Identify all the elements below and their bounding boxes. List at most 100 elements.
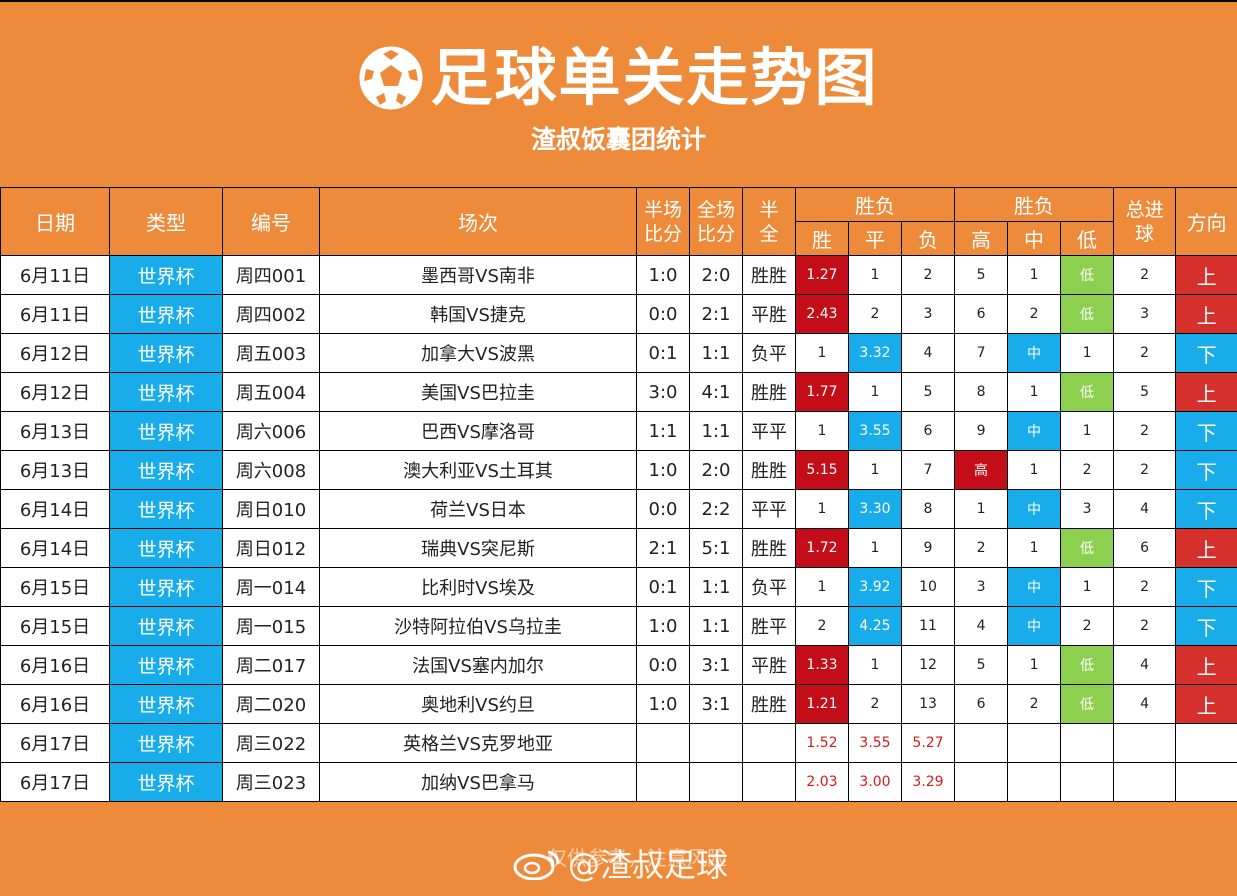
direction-cell: 下 xyxy=(1175,567,1237,607)
header-row-1: 日期 类型 编号 场次 半场比分 全场比分 半全 胜负 胜负 总进球 方向 xyxy=(0,187,1237,256)
type-cell: 世界杯 xyxy=(109,606,223,646)
table-row: 6月17日 世界杯 周三023 加纳VS巴拿马 2.03 3.00 3.29 xyxy=(0,762,1237,802)
odds-draw-cell: 3.92 xyxy=(848,567,902,607)
half-full-cell: 胜胜 xyxy=(742,255,796,295)
match-cell: 英格兰VS克罗地亚 xyxy=(319,723,637,763)
code-cell: 周三023 xyxy=(222,762,320,802)
half-full-cell: 胜平 xyxy=(742,606,796,646)
level-low-cell xyxy=(1060,723,1115,763)
odds-lose-cell: 3.29 xyxy=(900,762,956,802)
full-score-cell: 3:1 xyxy=(689,684,743,724)
date-cell: 6月11日 xyxy=(0,255,110,295)
total-goals-cell: 4 xyxy=(1113,645,1177,685)
col-date-header: 日期 xyxy=(0,187,110,256)
table-row: 6月12日 世界杯 周五004 美国VS巴拉圭 3:0 4:1 胜胜 1.77 1 5 8 1 低 5 上 xyxy=(0,372,1237,412)
full-score-cell: 2:1 xyxy=(689,294,743,334)
odds-draw-cell: 3.30 xyxy=(848,489,902,529)
level-low-cell xyxy=(1060,762,1115,802)
soccer-ball-icon xyxy=(359,46,423,110)
half-score-cell: 1:1 xyxy=(636,411,690,451)
half-full-cell: 平平 xyxy=(742,489,796,529)
total-goals-cell: 4 xyxy=(1113,489,1177,529)
col-odds-group-header: 胜负 xyxy=(794,187,956,222)
direction-cell: 下 xyxy=(1175,606,1237,646)
full-score-cell: 1:1 xyxy=(689,411,743,451)
weibo-icon xyxy=(513,850,560,880)
half-score-cell: 1:0 xyxy=(636,684,690,724)
type-cell: 世界杯 xyxy=(109,645,223,685)
date-cell: 6月13日 xyxy=(0,450,110,490)
half-score-cell: 0:0 xyxy=(636,489,690,529)
half-score-cell xyxy=(636,723,690,763)
code-cell: 周二017 xyxy=(222,645,320,685)
col-half-full-header: 半全 xyxy=(742,187,796,256)
odds-win-cell: 1.33 xyxy=(795,645,849,685)
match-cell: 韩国VS捷克 xyxy=(319,294,637,334)
half-score-cell xyxy=(636,762,690,802)
type-cell: 世界杯 xyxy=(109,723,223,763)
level-low-cell: 1 xyxy=(1060,567,1115,607)
code-cell: 周六008 xyxy=(222,450,320,490)
half-score-cell: 1:0 xyxy=(636,450,690,490)
level-mid-cell: 1 xyxy=(1007,372,1062,412)
level-low-cell: 低 xyxy=(1060,645,1115,685)
odds-win-cell: 1.72 xyxy=(795,528,849,568)
odds-win-cell: 1.27 xyxy=(795,255,849,295)
level-low-cell: 低 xyxy=(1060,528,1115,568)
level-mid-cell: 中 xyxy=(1007,411,1062,451)
level-mid-cell: 1 xyxy=(1007,645,1062,685)
col-direction-header: 方向 xyxy=(1175,187,1237,256)
table-row: 6月11日 世界杯 周四001 墨西哥VS南非 1:0 2:0 胜胜 1.27 1 2 5 1 低 2 上 xyxy=(0,255,1237,295)
full-score-cell: 3:1 xyxy=(689,645,743,685)
type-cell: 世界杯 xyxy=(109,762,223,802)
odds-win-cell: 2.03 xyxy=(795,762,849,802)
level-low-cell: 低 xyxy=(1060,684,1115,724)
table-row: 6月17日 世界杯 周三022 英格兰VS克罗地亚 1.52 3.55 5.27 xyxy=(0,723,1237,763)
code-cell: 周日012 xyxy=(222,528,320,568)
full-score-cell: 1:1 xyxy=(689,606,743,646)
direction-cell: 上 xyxy=(1175,528,1237,568)
full-score-cell: 2:0 xyxy=(689,450,743,490)
odds-win-cell: 1 xyxy=(795,489,849,529)
half-score-cell: 1:0 xyxy=(636,606,690,646)
half-score-cell: 0:0 xyxy=(636,645,690,685)
col-level-high-header: 高 xyxy=(954,221,1009,256)
level-high-cell: 8 xyxy=(954,372,1009,412)
odds-draw-cell: 1 xyxy=(848,255,902,295)
table-row: 6月16日 世界杯 周二020 奥地利VS约旦 1:0 3:1 胜胜 1.21 2 13 6 2 低 4 上 xyxy=(0,684,1237,724)
table-row: 6月11日 世界杯 周四002 韩国VS捷克 0:0 2:1 平胜 2.43 2 3 6 2 低 3 上 xyxy=(0,294,1237,334)
level-low-cell: 3 xyxy=(1060,489,1115,529)
level-mid-cell: 1 xyxy=(1007,450,1062,490)
odds-win-cell: 1 xyxy=(795,567,849,607)
col-odds-win-header: 胜 xyxy=(795,221,849,256)
odds-draw-cell: 2 xyxy=(848,684,902,724)
half-full-cell: 胜胜 xyxy=(742,684,796,724)
total-goals-cell: 3 xyxy=(1113,294,1177,334)
footer-note: 仅供参考，注意风险 xyxy=(547,846,727,870)
type-cell: 世界杯 xyxy=(109,294,223,334)
direction-cell: 下 xyxy=(1175,411,1237,451)
half-full-cell: 负平 xyxy=(742,567,796,607)
level-mid-cell: 2 xyxy=(1007,684,1062,724)
level-mid-cell: 中 xyxy=(1007,606,1062,646)
total-goals-cell: 5 xyxy=(1113,372,1177,412)
col-half-score-header: 半场比分 xyxy=(636,187,690,256)
level-low-cell: 低 xyxy=(1060,255,1115,295)
level-low-cell: 1 xyxy=(1060,411,1115,451)
half-full-cell: 胜胜 xyxy=(742,450,796,490)
table-row: 6月12日 世界杯 周五003 加拿大VS波黑 0:1 1:1 负平 1 3.32 4 7 中 1 2 下 xyxy=(0,333,1237,373)
odds-draw-cell: 1 xyxy=(848,450,902,490)
odds-draw-cell: 1 xyxy=(848,372,902,412)
odds-lose-cell: 10 xyxy=(900,567,956,607)
match-cell: 瑞典VS突尼斯 xyxy=(319,528,637,568)
type-cell: 世界杯 xyxy=(109,567,223,607)
odds-draw-cell: 3.55 xyxy=(848,723,902,763)
col-type-header: 类型 xyxy=(109,187,223,256)
code-cell: 周一014 xyxy=(222,567,320,607)
direction-cell xyxy=(1175,723,1237,763)
table-row: 6月13日 世界杯 周六008 澳大利亚VS土耳其 1:0 2:0 胜胜 5.15 1 7 高 1 2 2… xyxy=(0,450,1237,490)
total-goals-cell: 2 xyxy=(1113,450,1177,490)
half-full-cell: 平平 xyxy=(742,411,796,451)
level-mid-cell: 中 xyxy=(1007,333,1062,373)
match-cell: 澳大利亚VS土耳其 xyxy=(319,450,637,490)
